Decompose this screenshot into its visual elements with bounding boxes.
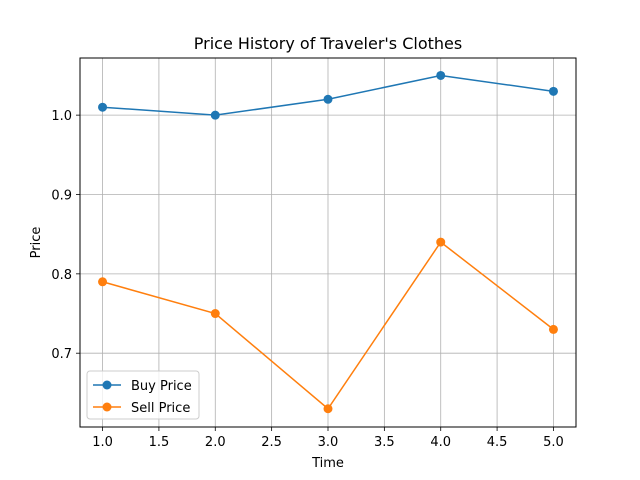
y-tick-label: 1.0: [51, 109, 72, 124]
series-layer: [98, 70, 558, 414]
data-point-sell-price: [323, 404, 333, 414]
legend-label-buy-price: Buy Price: [131, 379, 192, 394]
legend-marker-buy-price: [102, 380, 112, 390]
x-tick-label: 3.0: [318, 435, 339, 450]
x-tick-label: 4.5: [487, 435, 508, 450]
data-point-buy-price: [98, 102, 108, 112]
x-axis-ticks: 1.0 1.5 2.0 2.5 3.0 3.5 4.0 4.5 5.0: [92, 427, 564, 450]
data-point-sell-price: [548, 324, 558, 334]
data-point-buy-price: [436, 70, 446, 80]
legend: Buy Price Sell Price: [86, 370, 200, 420]
x-tick-label: 3.5: [374, 435, 395, 450]
data-point-buy-price: [548, 86, 558, 96]
x-tick-label: 5.0: [543, 435, 564, 450]
data-point-sell-price: [98, 277, 108, 287]
legend-marker-sell-price: [102, 402, 112, 412]
x-tick-label: 2.0: [205, 435, 226, 450]
legend-label-sell-price: Sell Price: [131, 401, 190, 416]
chart-title: Price History of Traveler's Clothes: [194, 34, 462, 53]
y-tick-label: 0.9: [51, 188, 72, 203]
y-axis-ticks: 0.7 0.8 0.9 1.0: [51, 109, 80, 362]
x-tick-label: 1.5: [149, 435, 170, 450]
data-point-sell-price: [210, 309, 220, 319]
y-tick-label: 0.7: [51, 347, 72, 362]
x-tick-label: 4.0: [430, 435, 451, 450]
data-point-buy-price: [210, 110, 220, 120]
x-tick-label: 2.5: [261, 435, 282, 450]
data-point-sell-price: [436, 237, 446, 247]
x-tick-label: 1.0: [92, 435, 113, 450]
y-axis-label: Price: [29, 227, 44, 259]
data-point-buy-price: [323, 94, 333, 104]
x-axis-label: Time: [311, 456, 344, 471]
y-tick-label: 0.8: [51, 268, 72, 283]
